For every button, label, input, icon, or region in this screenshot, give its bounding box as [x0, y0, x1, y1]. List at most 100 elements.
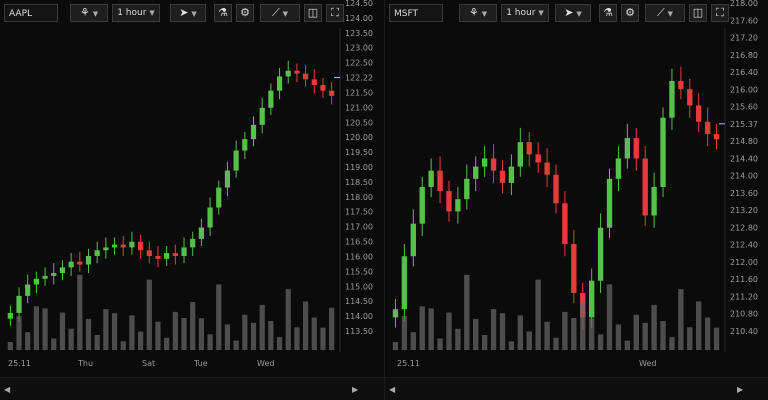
scroll-right-icon[interactable]: ▶ — [737, 385, 744, 394]
candle-body — [455, 199, 461, 212]
symbol-input[interactable]: MSFT — [389, 4, 443, 22]
volume-bar — [190, 302, 196, 350]
volume-bar — [329, 307, 335, 350]
candle-body — [85, 255, 92, 265]
volume-bar — [59, 312, 66, 350]
candle-body — [181, 247, 187, 256]
candle-body — [517, 142, 523, 167]
fullscreen-icon: ⛶ — [716, 6, 724, 19]
interval-select[interactable]: 1 hour ▼ — [501, 4, 549, 22]
candle-body — [59, 267, 66, 274]
settings-button[interactable]: ⚙ — [621, 4, 639, 22]
volume-bar — [473, 318, 479, 350]
indicators-button[interactable]: ⚘ ▼ — [459, 4, 497, 22]
price-tick-label: 214.00 — [730, 172, 758, 181]
scroll-right-icon[interactable]: ▶ — [352, 385, 359, 394]
layout-button[interactable]: ◫ — [689, 4, 707, 22]
navigator[interactable] — [0, 377, 384, 400]
candle-body — [392, 309, 399, 318]
candle-body — [155, 255, 161, 259]
candle-body — [508, 166, 515, 183]
drawing-tool-button[interactable]: ⟋ ▼ — [260, 4, 300, 22]
price-tick-label: 119.00 — [345, 163, 373, 172]
chevron-down-icon: ▼ — [282, 10, 289, 18]
candle-body — [696, 105, 702, 122]
volume-bar — [526, 331, 532, 350]
price-tick-label: 210.80 — [730, 310, 758, 319]
price-tick-label: 213.60 — [730, 189, 758, 198]
volume-bar — [660, 321, 666, 350]
aapl-candlestick-chart[interactable]: 124.50 124.00 123.50 123.00 122.50 122.22 121.… — [0, 0, 384, 400]
candle-body — [320, 84, 326, 91]
symbol-input[interactable]: AAPL — [4, 4, 58, 22]
volume-bar — [428, 308, 434, 350]
price-tick-label: 214.80 — [730, 137, 758, 146]
volume-bar — [7, 342, 13, 350]
scroll-left-icon[interactable]: ◀ — [4, 385, 11, 394]
chart-panel-msft[interactable]: 218.00 217.60 217.20 216.80 216.40 216.00 215.… — [384, 0, 768, 400]
indicators-button[interactable]: ⚘ ▼ — [70, 4, 108, 22]
volume-bar — [633, 314, 639, 350]
volume-bar — [77, 274, 83, 350]
volume-bar — [713, 327, 720, 350]
candle-body — [428, 170, 434, 187]
candle-body — [16, 295, 22, 313]
cursor-button[interactable]: ➤ ▼ — [170, 4, 206, 22]
flask-button[interactable]: ⚗ — [214, 4, 232, 22]
price-tick-label: 212.40 — [730, 241, 758, 250]
flask-button[interactable]: ⚗ — [599, 4, 617, 22]
volume-bar — [553, 337, 559, 350]
price-tick-label: 124.00 — [345, 14, 373, 23]
volume-bar — [606, 284, 613, 350]
candle-body — [606, 178, 613, 228]
chart-panel-aapl[interactable]: 124.50 124.00 123.50 123.00 122.50 122.22 121.… — [0, 0, 384, 400]
candle-body — [669, 80, 675, 118]
candle-body — [207, 207, 213, 228]
candle-body — [624, 138, 631, 159]
settings-button[interactable]: ⚙ — [236, 4, 254, 22]
candle-body — [68, 261, 74, 268]
layout-button[interactable]: ◫ — [304, 4, 322, 22]
candle-body — [7, 312, 13, 319]
candle-body — [419, 186, 425, 224]
msft-candlestick-chart[interactable]: 218.00 217.60 217.20 216.80 216.40 216.00 215.… — [385, 0, 768, 400]
cursor-button[interactable]: ➤ ▼ — [555, 4, 591, 22]
price-tick-label: 119.50 — [345, 148, 373, 157]
time-tick-label: Wed — [639, 359, 656, 368]
volume-bar — [597, 334, 604, 350]
volume-bar — [704, 317, 711, 350]
candle-body — [250, 124, 257, 140]
volume-bar — [651, 304, 657, 350]
volume-bar — [615, 324, 622, 350]
interval-select[interactable]: 1 hour ▼ — [112, 4, 160, 22]
drawing-tool-button[interactable]: ⟋ ▼ — [645, 4, 685, 22]
gear-icon: ⚙ — [625, 6, 635, 19]
time-tick-label: 25.11 — [397, 359, 420, 368]
volume-bar — [233, 340, 239, 350]
chevron-down-icon: ▼ — [538, 9, 544, 17]
fullscreen-button[interactable]: ⛶ — [711, 4, 729, 22]
candle-body — [120, 244, 126, 248]
navigator[interactable] — [385, 377, 768, 400]
candle-body — [490, 158, 497, 171]
candle-body — [216, 187, 222, 208]
candle-body — [129, 241, 135, 248]
volume-bar — [120, 341, 126, 350]
price-tick-label: 123.00 — [345, 44, 373, 53]
indicators-icon: ⚘ — [79, 6, 90, 19]
volume-bar — [455, 328, 461, 350]
indicators-icon: ⚘ — [468, 6, 479, 19]
fullscreen-button[interactable]: ⛶ — [326, 4, 344, 22]
candle-body — [535, 154, 541, 163]
price-tick-label: 115.00 — [345, 282, 373, 291]
price-tick-label: 118.50 — [345, 178, 373, 187]
volume-bar — [320, 327, 326, 350]
candle-body — [77, 261, 83, 265]
volume-bar — [285, 289, 291, 350]
volume-bar — [535, 279, 541, 350]
volume-bar — [410, 332, 416, 350]
scroll-left-icon[interactable]: ◀ — [389, 385, 396, 394]
candle-body — [25, 284, 31, 296]
current-price-label: 215.37 — [730, 120, 758, 129]
volume-bar — [51, 338, 57, 350]
